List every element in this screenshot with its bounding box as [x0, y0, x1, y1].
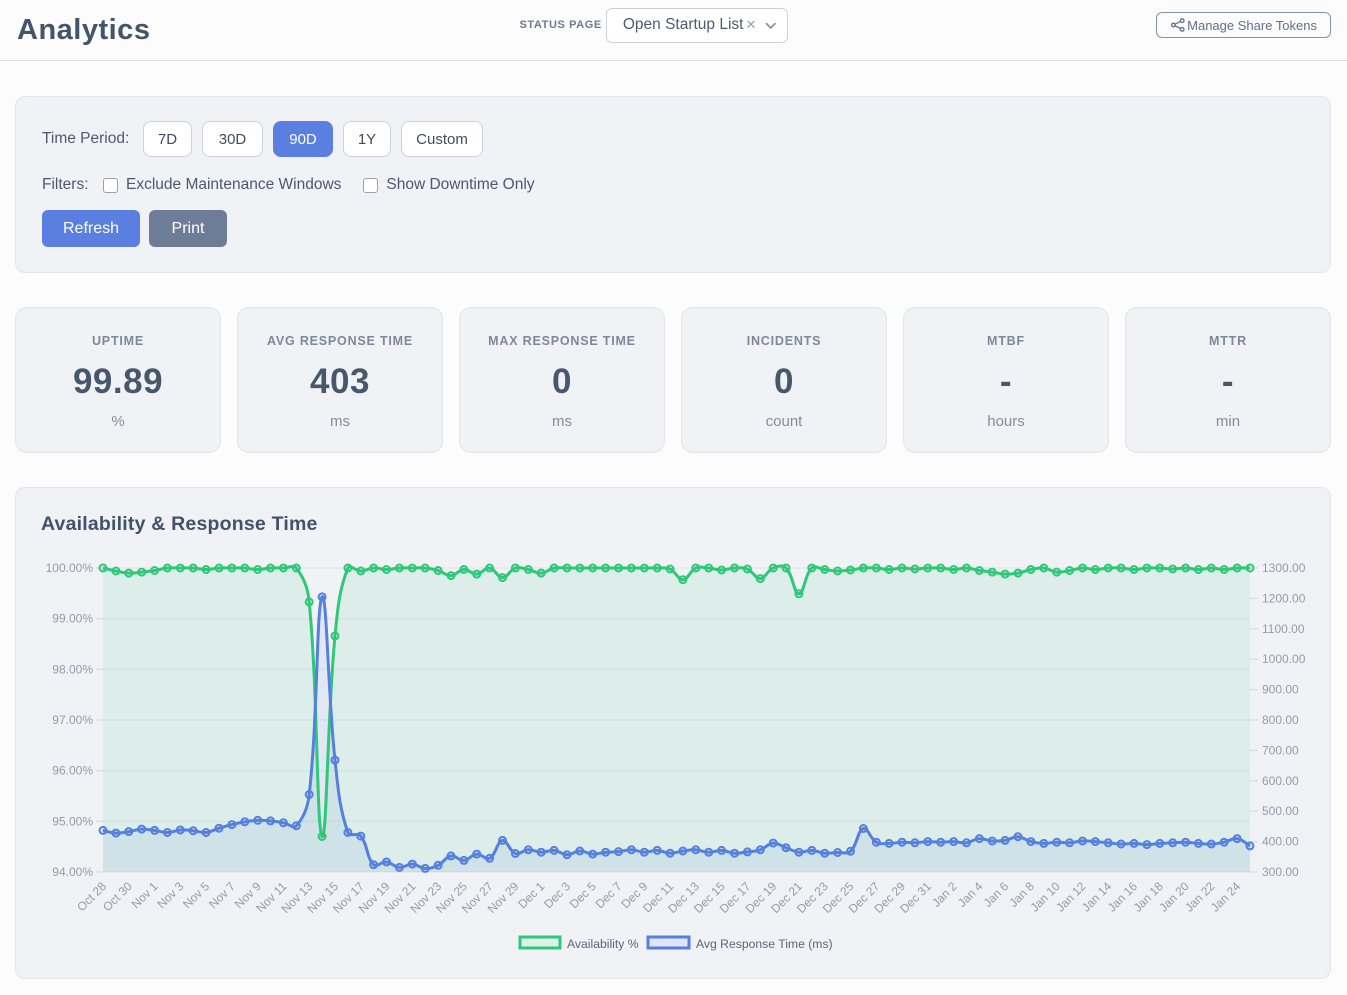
- svg-text:Jan 4: Jan 4: [955, 879, 986, 910]
- svg-text:1300.00: 1300.00: [1262, 561, 1306, 575]
- svg-text:98.00%: 98.00%: [52, 662, 93, 676]
- svg-text:600.00: 600.00: [1262, 774, 1299, 788]
- svg-text:Dec 3: Dec 3: [541, 879, 573, 911]
- svg-text:700.00: 700.00: [1262, 743, 1299, 757]
- svg-text:Nov 7: Nov 7: [206, 879, 238, 911]
- svg-text:1100.00: 1100.00: [1262, 622, 1305, 636]
- svg-text:400.00: 400.00: [1262, 835, 1299, 849]
- svg-text:300.00: 300.00: [1262, 865, 1299, 879]
- svg-text:1000.00: 1000.00: [1262, 652, 1306, 666]
- svg-text:Nov 5: Nov 5: [180, 879, 212, 911]
- svg-text:Nov 3: Nov 3: [154, 879, 186, 911]
- svg-text:Jan 6: Jan 6: [981, 879, 1012, 910]
- svg-text:Oct 30: Oct 30: [100, 879, 135, 914]
- svg-text:Dec 5: Dec 5: [567, 879, 599, 911]
- svg-text:Availability %: Availability %: [567, 937, 639, 951]
- svg-text:800.00: 800.00: [1262, 713, 1299, 727]
- svg-text:Avg Response Time (ms): Avg Response Time (ms): [696, 937, 833, 951]
- svg-text:1200.00: 1200.00: [1262, 591, 1306, 605]
- svg-text:97.00%: 97.00%: [52, 713, 93, 727]
- svg-text:Jan 2: Jan 2: [929, 879, 960, 910]
- svg-text:96.00%: 96.00%: [52, 764, 93, 778]
- svg-text:500.00: 500.00: [1262, 804, 1299, 818]
- svg-text:94.00%: 94.00%: [52, 865, 93, 879]
- svg-text:Jan 24: Jan 24: [1208, 879, 1244, 915]
- svg-text:Dec 7: Dec 7: [593, 879, 625, 911]
- svg-text:95.00%: 95.00%: [52, 814, 93, 828]
- svg-text:99.00%: 99.00%: [52, 612, 93, 626]
- svg-text:100.00%: 100.00%: [46, 561, 94, 575]
- svg-text:900.00: 900.00: [1262, 683, 1299, 697]
- svg-text:Nov 1: Nov 1: [129, 879, 161, 911]
- svg-text:Dec 1: Dec 1: [515, 879, 547, 911]
